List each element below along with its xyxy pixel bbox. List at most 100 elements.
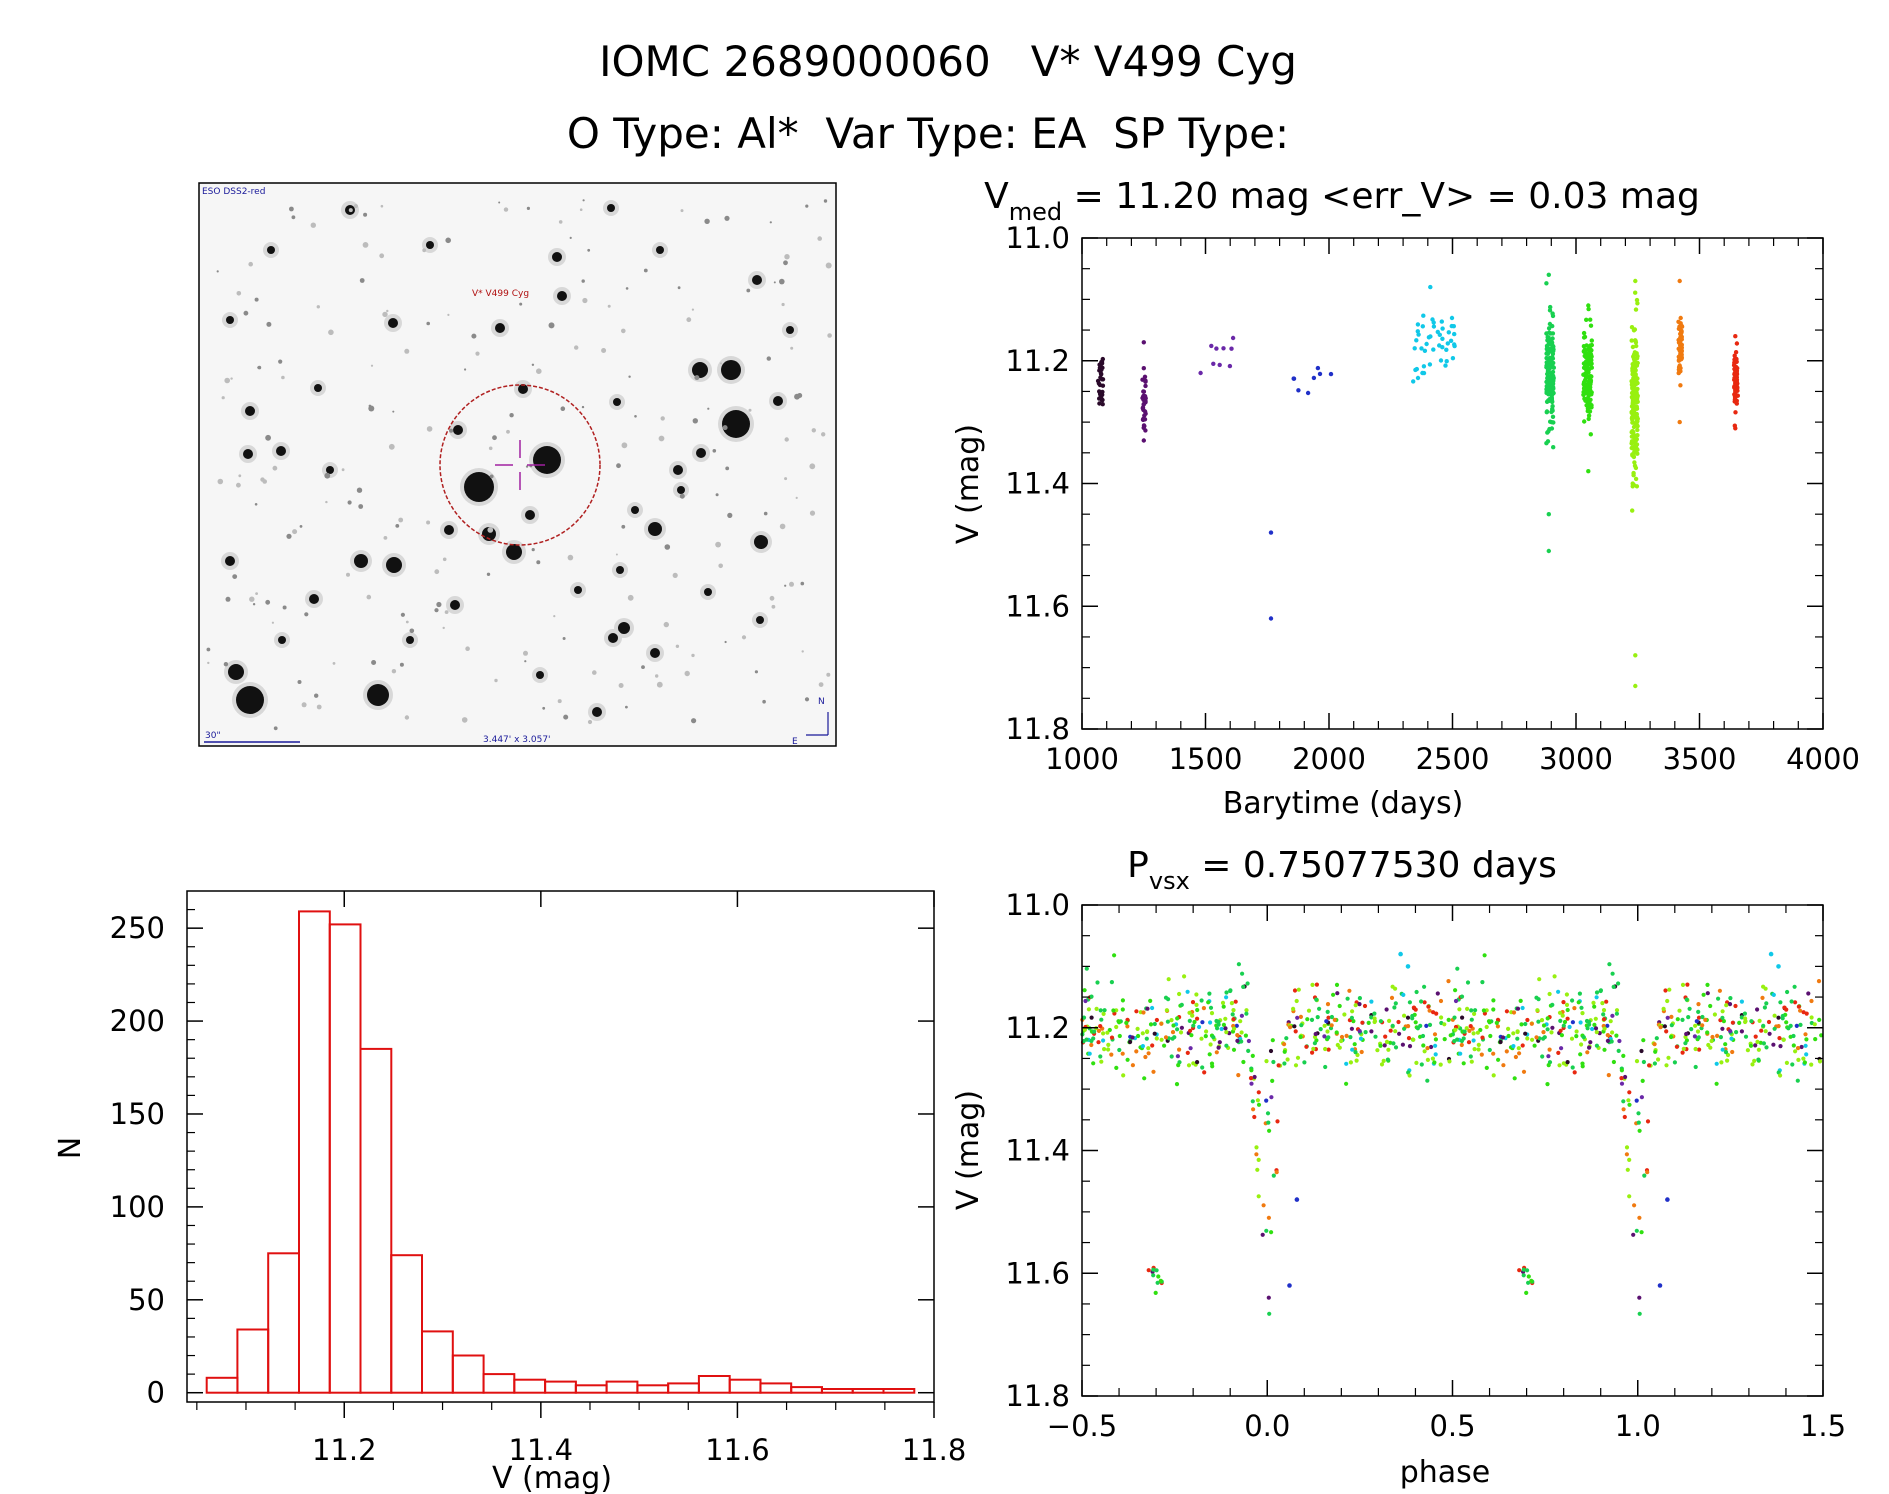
phase-curve-point: [1224, 1030, 1229, 1035]
light-curve-point: [1311, 375, 1317, 381]
phase-curve-point: [1624, 1152, 1629, 1157]
phase-curve-point: [1684, 997, 1689, 1002]
light-curve-point: [1630, 417, 1635, 422]
light-curve-point: [1733, 393, 1739, 399]
star: [245, 406, 255, 416]
phase-curve-point: [1407, 1073, 1412, 1078]
phase-curve-point: [1266, 1120, 1271, 1125]
phase-curve-point: [1611, 1059, 1616, 1065]
light-curve-point: [1422, 348, 1428, 353]
light-curve-point: [1549, 420, 1554, 425]
phase-curve-point: [1481, 1008, 1486, 1013]
phase-curve-point: [1776, 1015, 1781, 1020]
phase-curve-point: [1393, 986, 1398, 991]
faint-star: [386, 309, 389, 313]
light-curve-point: [1585, 386, 1590, 391]
light-curve-point: [1427, 362, 1433, 367]
light-curve-point: [1547, 366, 1552, 371]
phase-curve-point: [1689, 1027, 1694, 1032]
light-curve-point: [1633, 396, 1639, 401]
light-curve-point: [1586, 401, 1591, 406]
light-curve-point: [1634, 362, 1639, 367]
phase-curve-point: [1541, 1023, 1547, 1028]
phase-curve-point: [1305, 1017, 1310, 1022]
phase-curve-title-sub: vsx: [1149, 867, 1190, 895]
phase-curve-point: [1812, 1022, 1817, 1027]
phase-curve-point: [1529, 1021, 1534, 1026]
light-curve-point: [1443, 363, 1448, 368]
phase-curve-point: [1491, 1051, 1496, 1056]
faint-star: [655, 674, 659, 678]
light-curve-point: [1448, 338, 1454, 343]
phase-curve-point: [1720, 1047, 1725, 1052]
faint-star: [621, 524, 626, 529]
faint-star: [328, 329, 334, 336]
phase-curve-point: [1592, 1004, 1597, 1009]
phase-curve-point: [1526, 1280, 1531, 1285]
phase-curve-point: [1098, 1024, 1103, 1029]
phase-curve-point: [1574, 1034, 1579, 1039]
faint-star: [827, 333, 832, 338]
phase-curve-point: [1228, 988, 1233, 994]
phase-curve-point: [1271, 1059, 1276, 1065]
phase-curve-point: [1739, 999, 1744, 1004]
phase-curve-point: [1185, 1050, 1190, 1055]
light-curve-point: [1732, 375, 1737, 381]
phase-curve-point: [1298, 1014, 1303, 1020]
phase-curve-chart: Pvsx = 0.75077530 days −0.5 0.0 0.5 1.0 1.5 1…: [951, 845, 1846, 1490]
phase-curve-point: [1388, 1028, 1393, 1033]
phase-curve-point: [1413, 1007, 1418, 1012]
light-curve-point: [1141, 366, 1147, 371]
phase-curve-point: [1318, 1027, 1323, 1032]
light-curve-point: [1547, 370, 1552, 375]
phase-curve-point: [1669, 1023, 1674, 1028]
phase-curve-point: [1681, 1046, 1686, 1051]
faint-star: [582, 199, 585, 202]
phase-curve-point: [1600, 1001, 1605, 1006]
faint-star: [615, 553, 618, 556]
faint-star: [525, 465, 529, 468]
phase-curve-point: [1322, 1034, 1327, 1039]
faint-star: [715, 493, 719, 497]
faint-star: [471, 333, 477, 339]
star: [388, 318, 398, 328]
phase-curve-point: [1410, 1013, 1415, 1019]
phase-curve-point: [1817, 1017, 1822, 1023]
x-tick-label: 3500: [1663, 742, 1737, 776]
light-curve-point: [1268, 530, 1274, 535]
phase-curve-point: [1570, 1065, 1575, 1070]
phase-curve-point: [1526, 1274, 1531, 1279]
phase-curve-point: [1786, 1026, 1791, 1031]
phase-curve-point: [1578, 1020, 1583, 1025]
phase-curve-point: [1220, 1000, 1226, 1006]
star: [786, 326, 794, 334]
phase-curve-point: [1781, 1037, 1786, 1042]
light-curve-point: [1550, 336, 1555, 341]
phase-curve-point: [1269, 1230, 1274, 1235]
phase-curve-point: [1626, 1098, 1631, 1103]
faint-star: [498, 201, 501, 204]
phase-curve-point: [1763, 986, 1768, 991]
faint-star: [523, 650, 528, 656]
light-curve-point: [1421, 370, 1427, 376]
star: [326, 466, 334, 474]
phase-curve-point: [1517, 1051, 1522, 1056]
phase-curve-point: [1244, 1011, 1249, 1016]
phase-curve-point: [1187, 1018, 1192, 1024]
phase-curve-point: [1469, 1008, 1474, 1013]
light-curve-point: [1435, 329, 1441, 335]
faint-star: [278, 359, 283, 364]
star: [225, 556, 235, 566]
phase-curve-point: [1232, 1026, 1237, 1031]
faint-star: [444, 610, 449, 614]
star: [616, 566, 624, 574]
light-curve-point: [1198, 370, 1203, 376]
phase-curve-point: [1175, 1054, 1180, 1059]
phase-curve-point: [1639, 1230, 1644, 1235]
light-curve-point: [1631, 402, 1636, 408]
phase-curve-point: [1383, 1034, 1388, 1039]
phase-curve-point: [1587, 1045, 1592, 1050]
faint-star: [825, 262, 832, 269]
phase-curve-point: [1282, 1049, 1287, 1054]
phase-curve-point: [1791, 1043, 1796, 1048]
